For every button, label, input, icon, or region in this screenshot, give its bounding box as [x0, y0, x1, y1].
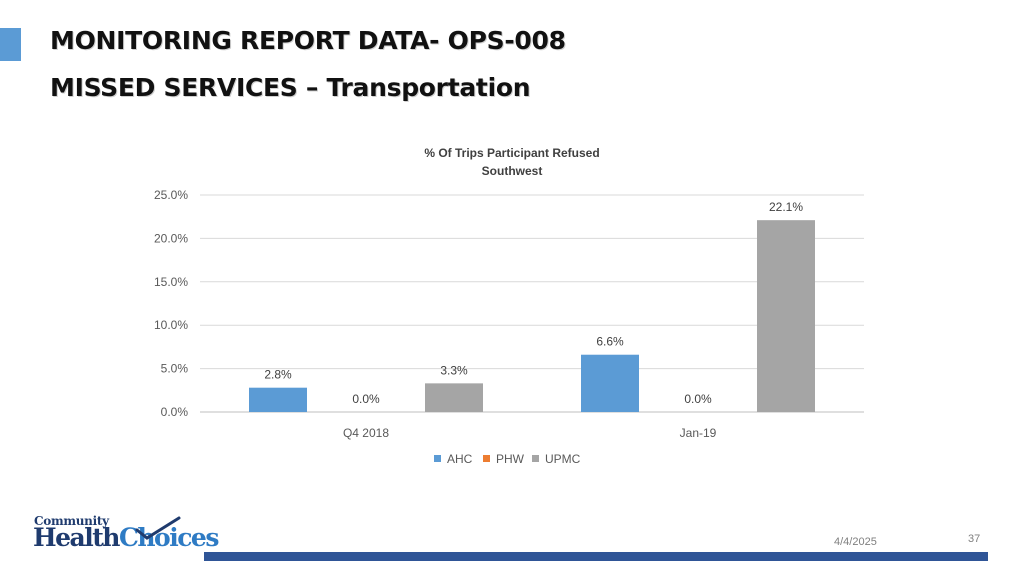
data-label: 0.0% [684, 392, 712, 406]
x-axis: Q4 2018 Jan-19 [343, 426, 717, 440]
x-tick-label: Jan-19 [680, 426, 717, 440]
legend-swatch [532, 455, 539, 462]
y-axis: 0.0% 5.0% 10.0% 15.0% 20.0% 25.0% [154, 188, 188, 419]
bar [425, 383, 483, 412]
x-tick-label: Q4 2018 [343, 426, 389, 440]
bar [581, 354, 639, 412]
chart-bars [249, 220, 815, 412]
slide-title-line-1: MONITORING REPORT DATA- OPS-008 [50, 26, 566, 55]
chart-subtitle: Southwest [482, 164, 543, 178]
chart-gridlines [200, 194, 864, 413]
slide-title-line-2: MISSED SERVICES – Transportation [50, 73, 531, 102]
footer-date: 4/4/2025 [834, 536, 877, 548]
logo-text-choices: Choices [118, 523, 219, 552]
legend-label: UPMC [545, 452, 581, 466]
title-accent-square [0, 28, 21, 61]
bar [757, 220, 815, 412]
y-tick-label: 5.0% [161, 362, 189, 376]
legend-label: PHW [496, 452, 525, 466]
legend-swatch [483, 455, 490, 462]
y-tick-label: 10.0% [154, 318, 188, 332]
bar [249, 387, 307, 412]
y-tick-label: 0.0% [161, 405, 189, 419]
chart-title: % Of Trips Participant Refused [424, 146, 599, 160]
logo-text-health: Health [33, 523, 120, 552]
data-label: 2.8% [264, 368, 292, 382]
logo-text-main: HealthChoices [33, 523, 219, 552]
legend-swatch [434, 455, 441, 462]
logo-text-community: Community [34, 514, 109, 528]
y-tick-label: 15.0% [154, 275, 188, 289]
data-label: 22.1% [769, 200, 803, 214]
community-health-choices-logo: Community HealthChoices [33, 514, 219, 562]
page-number: 37 [968, 533, 981, 545]
y-tick-label: 20.0% [154, 231, 188, 245]
data-label: 0.0% [352, 392, 380, 406]
y-tick-label: 25.0% [154, 188, 188, 202]
legend-label: AHC [447, 452, 473, 466]
bar-chart: % Of Trips Participant Refused Southwest… [154, 146, 864, 466]
chart-legend: AHC PHW UPMC [434, 452, 581, 466]
footer-bar [204, 552, 988, 561]
data-label: 6.6% [596, 335, 624, 349]
chart-data-labels: 2.8% 0.0% 3.3% 6.6% 0.0% 22.1% [264, 200, 803, 406]
data-label: 3.3% [440, 363, 468, 377]
checkmark-swoosh-icon [135, 516, 181, 540]
